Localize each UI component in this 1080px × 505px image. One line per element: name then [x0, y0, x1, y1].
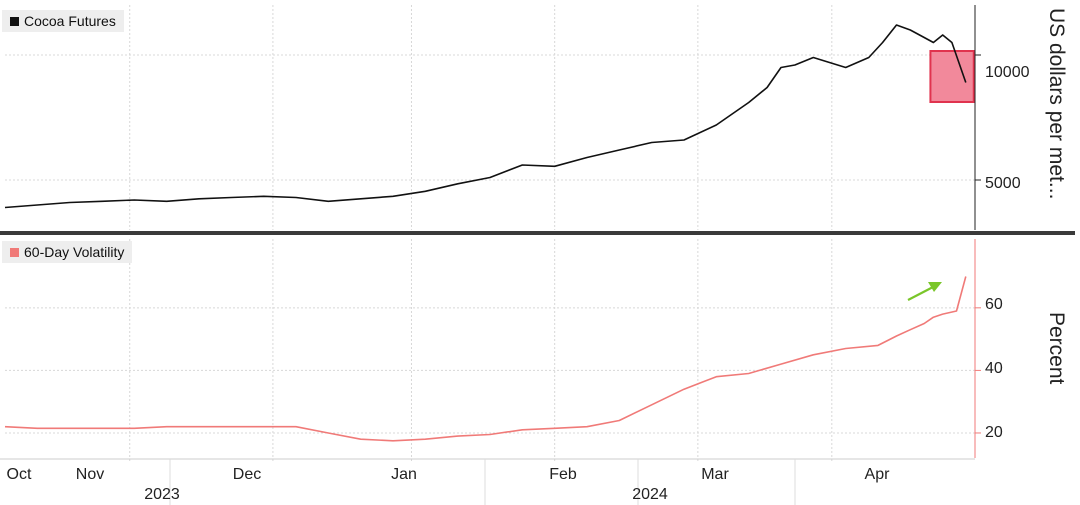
x-tick-jan: Jan [391, 466, 417, 483]
y-tick-20: 20 [985, 424, 1003, 441]
x-tick-mar: Mar [701, 466, 729, 483]
x-tick-year-2024: 2024 [632, 486, 668, 503]
cocoa-legend: Cocoa Futures [2, 10, 124, 32]
cocoa-futures-panel [4, 24, 975, 209]
annotation-arrow-head [928, 282, 942, 292]
y-tick-40: 40 [985, 360, 1003, 377]
y-tick-5000: 5000 [985, 175, 1021, 192]
volatility-legend: 60-Day Volatility [2, 241, 133, 263]
annotation-arrow [907, 285, 936, 301]
x-tick-year-2023: 2023 [144, 486, 180, 503]
cocoa-y-axis-label: US dollars per met... [1045, 8, 1068, 200]
y-tick-10000: 10000 [985, 64, 1030, 81]
panel-divider [0, 231, 1075, 235]
x-tick-dec: Dec [232, 466, 262, 483]
cocoa-legend-label: Cocoa Futures [24, 13, 116, 29]
recent-drop-highlight [929, 50, 975, 103]
x-tick-oct: Oct [6, 466, 32, 483]
volatility-legend-swatch [10, 247, 19, 257]
cocoa-legend-swatch [10, 16, 19, 26]
grid-lines [5, 5, 975, 462]
cocoa-futures-line [4, 24, 967, 209]
volatility-legend-label: 60-Day Volatility [24, 244, 125, 260]
volatility-y-axis-label: Percent [1045, 312, 1068, 385]
x-tick-nov: Nov [75, 466, 105, 483]
axes [0, 5, 1075, 505]
volatility-line [4, 276, 967, 442]
x-tick-apr: Apr [864, 466, 890, 483]
volatility-panel [4, 276, 967, 442]
y-tick-60: 60 [985, 296, 1003, 313]
x-tick-feb: Feb [549, 466, 577, 483]
